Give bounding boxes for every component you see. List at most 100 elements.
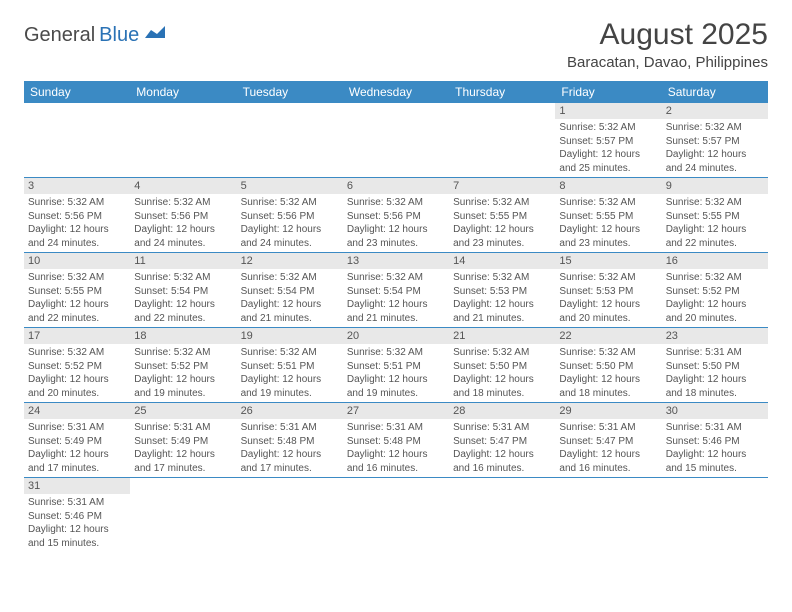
column-header: Thursday [449, 81, 555, 103]
day-content: Sunrise: 5:32 AMSunset: 5:55 PMDaylight:… [24, 269, 130, 327]
calendar-cell: 2Sunrise: 5:32 AMSunset: 5:57 PMDaylight… [662, 103, 768, 178]
day-number: 26 [237, 403, 343, 419]
column-header: Tuesday [237, 81, 343, 103]
day-number: 4 [130, 178, 236, 194]
day-number: 22 [555, 328, 661, 344]
calendar-cell: 19Sunrise: 5:32 AMSunset: 5:51 PMDayligh… [237, 328, 343, 403]
day-number: 12 [237, 253, 343, 269]
calendar-cell: 29Sunrise: 5:31 AMSunset: 5:47 PMDayligh… [555, 403, 661, 478]
day-number: 9 [662, 178, 768, 194]
logo: GeneralBlue [24, 24, 171, 47]
day-content: Sunrise: 5:31 AMSunset: 5:46 PMDaylight:… [24, 494, 130, 552]
calendar-cell: 9Sunrise: 5:32 AMSunset: 5:55 PMDaylight… [662, 178, 768, 253]
calendar-cell: 22Sunrise: 5:32 AMSunset: 5:50 PMDayligh… [555, 328, 661, 403]
day-content: Sunrise: 5:32 AMSunset: 5:56 PMDaylight:… [24, 194, 130, 252]
day-number: 21 [449, 328, 555, 344]
calendar-cell: 23Sunrise: 5:31 AMSunset: 5:50 PMDayligh… [662, 328, 768, 403]
day-content: Sunrise: 5:32 AMSunset: 5:57 PMDaylight:… [555, 119, 661, 177]
day-content: Sunrise: 5:32 AMSunset: 5:55 PMDaylight:… [449, 194, 555, 252]
header: GeneralBlue August 2025 Baracatan, Davao… [24, 18, 768, 71]
calendar-cell: 25Sunrise: 5:31 AMSunset: 5:49 PMDayligh… [130, 403, 236, 478]
column-header: Sunday [24, 81, 130, 103]
calendar-cell: 21Sunrise: 5:32 AMSunset: 5:50 PMDayligh… [449, 328, 555, 403]
day-content: Sunrise: 5:32 AMSunset: 5:50 PMDaylight:… [449, 344, 555, 402]
day-number: 29 [555, 403, 661, 419]
day-content: Sunrise: 5:31 AMSunset: 5:49 PMDaylight:… [130, 419, 236, 477]
day-number: 19 [237, 328, 343, 344]
day-number: 10 [24, 253, 130, 269]
day-number: 25 [130, 403, 236, 419]
calendar-cell [343, 103, 449, 178]
calendar-cell [130, 103, 236, 178]
column-header: Saturday [662, 81, 768, 103]
day-number: 6 [343, 178, 449, 194]
day-content: Sunrise: 5:32 AMSunset: 5:51 PMDaylight:… [237, 344, 343, 402]
day-number: 31 [24, 478, 130, 494]
location: Baracatan, Davao, Philippines [567, 54, 768, 71]
day-number: 20 [343, 328, 449, 344]
day-content: Sunrise: 5:32 AMSunset: 5:54 PMDaylight:… [343, 269, 449, 327]
column-header: Wednesday [343, 81, 449, 103]
column-header: Monday [130, 81, 236, 103]
day-number: 1 [555, 103, 661, 119]
calendar-cell: 4Sunrise: 5:32 AMSunset: 5:56 PMDaylight… [130, 178, 236, 253]
calendar-cell: 15Sunrise: 5:32 AMSunset: 5:53 PMDayligh… [555, 253, 661, 328]
calendar-cell [130, 478, 236, 553]
day-content: Sunrise: 5:32 AMSunset: 5:55 PMDaylight:… [662, 194, 768, 252]
day-content: Sunrise: 5:31 AMSunset: 5:46 PMDaylight:… [662, 419, 768, 477]
calendar-cell [555, 478, 661, 553]
calendar-cell: 1Sunrise: 5:32 AMSunset: 5:57 PMDaylight… [555, 103, 661, 178]
day-content: Sunrise: 5:32 AMSunset: 5:54 PMDaylight:… [130, 269, 236, 327]
day-content: Sunrise: 5:32 AMSunset: 5:52 PMDaylight:… [130, 344, 236, 402]
day-number: 8 [555, 178, 661, 194]
calendar-cell: 27Sunrise: 5:31 AMSunset: 5:48 PMDayligh… [343, 403, 449, 478]
calendar-table: SundayMondayTuesdayWednesdayThursdayFrid… [24, 81, 768, 552]
day-content: Sunrise: 5:31 AMSunset: 5:49 PMDaylight:… [24, 419, 130, 477]
calendar-cell: 5Sunrise: 5:32 AMSunset: 5:56 PMDaylight… [237, 178, 343, 253]
day-content: Sunrise: 5:32 AMSunset: 5:56 PMDaylight:… [237, 194, 343, 252]
day-content: Sunrise: 5:32 AMSunset: 5:56 PMDaylight:… [343, 194, 449, 252]
day-number: 30 [662, 403, 768, 419]
calendar-body: 1Sunrise: 5:32 AMSunset: 5:57 PMDaylight… [24, 103, 768, 552]
calendar-cell [237, 478, 343, 553]
calendar-cell: 11Sunrise: 5:32 AMSunset: 5:54 PMDayligh… [130, 253, 236, 328]
day-number: 7 [449, 178, 555, 194]
calendar-cell: 31Sunrise: 5:31 AMSunset: 5:46 PMDayligh… [24, 478, 130, 553]
calendar-cell [24, 103, 130, 178]
calendar-head: SundayMondayTuesdayWednesdayThursdayFrid… [24, 81, 768, 103]
calendar-cell: 20Sunrise: 5:32 AMSunset: 5:51 PMDayligh… [343, 328, 449, 403]
day-number: 5 [237, 178, 343, 194]
calendar-cell: 30Sunrise: 5:31 AMSunset: 5:46 PMDayligh… [662, 403, 768, 478]
day-content: Sunrise: 5:32 AMSunset: 5:55 PMDaylight:… [555, 194, 661, 252]
day-number: 18 [130, 328, 236, 344]
day-content: Sunrise: 5:32 AMSunset: 5:53 PMDaylight:… [449, 269, 555, 327]
calendar-cell: 24Sunrise: 5:31 AMSunset: 5:49 PMDayligh… [24, 403, 130, 478]
day-number: 17 [24, 328, 130, 344]
month-title: August 2025 [567, 18, 768, 52]
calendar-cell: 16Sunrise: 5:32 AMSunset: 5:52 PMDayligh… [662, 253, 768, 328]
day-number: 16 [662, 253, 768, 269]
day-content: Sunrise: 5:32 AMSunset: 5:54 PMDaylight:… [237, 269, 343, 327]
flag-icon [145, 24, 171, 47]
calendar-cell: 12Sunrise: 5:32 AMSunset: 5:54 PMDayligh… [237, 253, 343, 328]
day-content: Sunrise: 5:32 AMSunset: 5:57 PMDaylight:… [662, 119, 768, 177]
day-number: 3 [24, 178, 130, 194]
calendar-cell [449, 103, 555, 178]
calendar-cell: 6Sunrise: 5:32 AMSunset: 5:56 PMDaylight… [343, 178, 449, 253]
day-content: Sunrise: 5:32 AMSunset: 5:50 PMDaylight:… [555, 344, 661, 402]
calendar-cell [449, 478, 555, 553]
day-number: 11 [130, 253, 236, 269]
calendar-cell: 14Sunrise: 5:32 AMSunset: 5:53 PMDayligh… [449, 253, 555, 328]
calendar-cell [662, 478, 768, 553]
calendar-cell: 7Sunrise: 5:32 AMSunset: 5:55 PMDaylight… [449, 178, 555, 253]
day-number: 27 [343, 403, 449, 419]
day-content: Sunrise: 5:32 AMSunset: 5:52 PMDaylight:… [24, 344, 130, 402]
title-block: August 2025 Baracatan, Davao, Philippine… [567, 18, 768, 71]
day-number: 15 [555, 253, 661, 269]
day-content: Sunrise: 5:31 AMSunset: 5:48 PMDaylight:… [343, 419, 449, 477]
calendar-cell: 3Sunrise: 5:32 AMSunset: 5:56 PMDaylight… [24, 178, 130, 253]
calendar-cell: 17Sunrise: 5:32 AMSunset: 5:52 PMDayligh… [24, 328, 130, 403]
calendar-cell: 18Sunrise: 5:32 AMSunset: 5:52 PMDayligh… [130, 328, 236, 403]
logo-text-1: General [24, 24, 95, 47]
day-content: Sunrise: 5:31 AMSunset: 5:48 PMDaylight:… [237, 419, 343, 477]
